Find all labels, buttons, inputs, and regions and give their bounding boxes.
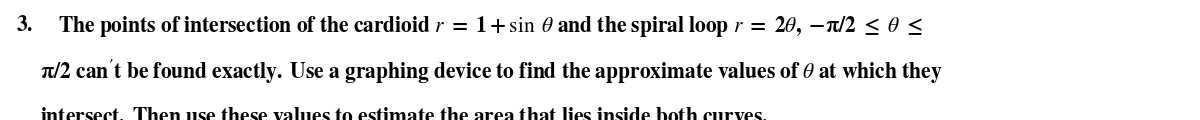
Text: $\mathbf{\pi/2\ can't\ be\ found\ exactly.\ Use\ a\ graphing\ device\ to\ find\ : $\mathbf{\pi/2\ can't\ be\ found\ exactl…: [40, 56, 942, 86]
Text: $\mathbf{The\ points\ of\ intersection\ of\ the\ cardioid\ }\mathit{r}\mathbf{\ : $\mathbf{The\ points\ of\ intersection\ …: [58, 14, 923, 39]
Text: $\mathbf{3.}$: $\mathbf{3.}$: [16, 14, 32, 36]
Text: $\mathbf{intersect.\ Then\ use\ these\ values\ to\ estimate\ the\ area\ that\ li: $\mathbf{intersect.\ Then\ use\ these\ v…: [40, 106, 768, 120]
